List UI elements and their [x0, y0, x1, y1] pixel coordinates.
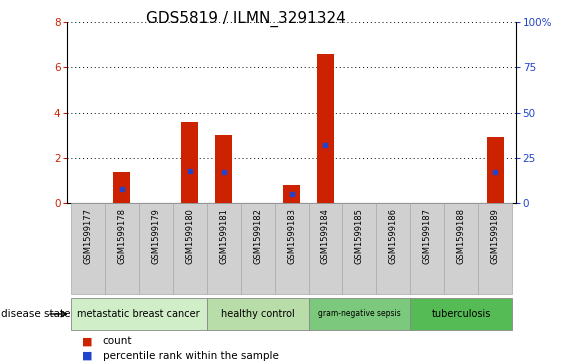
FancyBboxPatch shape: [207, 298, 308, 330]
FancyBboxPatch shape: [308, 203, 342, 294]
FancyBboxPatch shape: [105, 203, 139, 294]
Text: GSM1599184: GSM1599184: [321, 208, 330, 264]
Text: count: count: [103, 336, 132, 346]
Bar: [215, 135, 232, 203]
Text: GSM1599179: GSM1599179: [151, 208, 160, 264]
FancyBboxPatch shape: [173, 203, 207, 294]
FancyBboxPatch shape: [241, 203, 275, 294]
Text: GSM1599181: GSM1599181: [219, 208, 228, 264]
Bar: [487, 138, 504, 203]
Bar: [113, 172, 130, 203]
FancyBboxPatch shape: [207, 203, 241, 294]
Text: GSM1599185: GSM1599185: [355, 208, 364, 264]
Bar: [317, 54, 334, 203]
Text: ■: ■: [82, 336, 93, 346]
FancyBboxPatch shape: [71, 203, 105, 294]
Text: GSM1599182: GSM1599182: [253, 208, 262, 264]
Text: ■: ■: [82, 351, 93, 361]
Text: GDS5819 / ILMN_3291324: GDS5819 / ILMN_3291324: [146, 11, 346, 27]
FancyBboxPatch shape: [308, 298, 410, 330]
FancyBboxPatch shape: [275, 203, 308, 294]
Text: GSM1599180: GSM1599180: [185, 208, 194, 264]
Text: GSM1599186: GSM1599186: [389, 208, 398, 264]
Text: GSM1599178: GSM1599178: [117, 208, 126, 264]
FancyBboxPatch shape: [444, 203, 478, 294]
FancyBboxPatch shape: [342, 203, 376, 294]
Text: healthy control: healthy control: [221, 309, 294, 319]
Text: disease state: disease state: [1, 309, 71, 319]
FancyBboxPatch shape: [71, 298, 207, 330]
Text: percentile rank within the sample: percentile rank within the sample: [103, 351, 278, 361]
Text: GSM1599177: GSM1599177: [83, 208, 92, 264]
Bar: [181, 122, 198, 203]
FancyBboxPatch shape: [376, 203, 410, 294]
FancyBboxPatch shape: [139, 203, 173, 294]
Text: GSM1599187: GSM1599187: [423, 208, 432, 264]
FancyBboxPatch shape: [478, 203, 512, 294]
Text: gram-negative sepsis: gram-negative sepsis: [318, 310, 401, 318]
Text: tuberculosis: tuberculosis: [432, 309, 491, 319]
Bar: [283, 185, 300, 203]
Text: GSM1599189: GSM1599189: [491, 208, 500, 264]
Text: GSM1599183: GSM1599183: [287, 208, 296, 264]
FancyBboxPatch shape: [410, 298, 512, 330]
Text: metastatic breast cancer: metastatic breast cancer: [77, 309, 200, 319]
Text: GSM1599188: GSM1599188: [457, 208, 466, 264]
FancyBboxPatch shape: [410, 203, 444, 294]
